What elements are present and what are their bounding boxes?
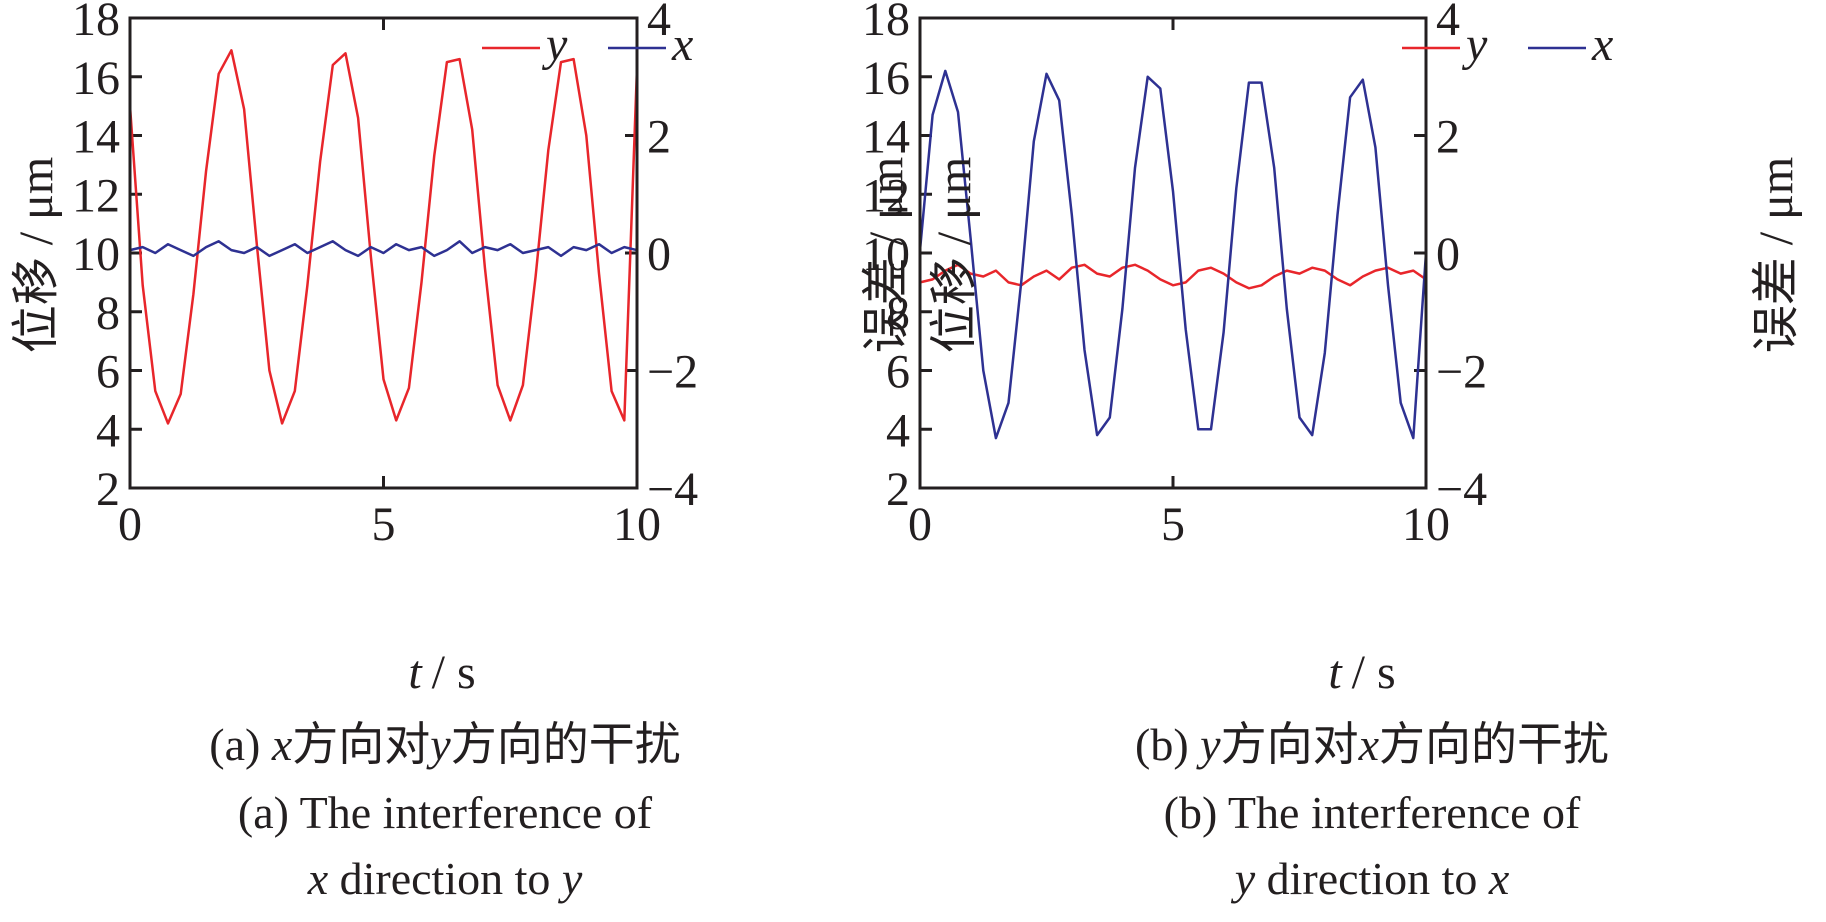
series-x-line — [129, 240, 638, 258]
panel-b-caption-en-var2: x — [1488, 853, 1510, 904]
panel-a-caption-cn-post: 方向的干扰 — [451, 719, 681, 770]
y-tick-label: 4 — [96, 404, 120, 457]
y2-tick-label: 0 — [647, 228, 671, 281]
y-tick-label: 10 — [72, 228, 120, 281]
y-tick-label: 6 — [96, 346, 120, 399]
panel-b-caption-cn-pre: (b) — [1135, 719, 1200, 770]
y2-tick-label: 2 — [1436, 111, 1460, 164]
panel-a-caption-cn-var1: x — [271, 719, 293, 770]
x-tick-label: 0 — [118, 498, 142, 551]
panel-b-caption-en-line2: y direction to x — [1231, 853, 1510, 904]
panel-a-legend-label-x: x — [671, 18, 693, 71]
panel-b-caption-en-mid: direction to — [1255, 853, 1489, 904]
y-tick-label: 14 — [862, 111, 910, 164]
x-tick-label: 5 — [1161, 498, 1185, 551]
panel-a-xlabel: t / s — [408, 646, 475, 699]
panel-a-caption-en-var1: x — [307, 853, 329, 904]
panel-b-legend-label-y: y — [1461, 18, 1488, 71]
y-tick-label: 18 — [862, 0, 910, 46]
panel-a-ylabel2: 误差 / μm — [860, 157, 913, 353]
panel-b-caption-cn: (b) y方向对x方向的干扰 — [1135, 719, 1609, 770]
panel-a-caption-cn-mid: 方向对 — [292, 719, 430, 770]
panel-b-caption-en-var1: y — [1231, 853, 1256, 904]
series-x-line — [918, 69, 1428, 440]
panel-b-caption-cn-mid: 方向对 — [1221, 719, 1359, 770]
y-tick-label: 16 — [862, 52, 910, 105]
x-tick-label: 10 — [1402, 498, 1450, 551]
panel-a-plot-frame — [128, 16, 639, 490]
panel-b-caption-cn-var2: x — [1358, 719, 1380, 770]
panel-a-caption-en-line2: x direction to y — [307, 853, 583, 904]
panel-a-legend-label-y: y — [541, 18, 568, 71]
y2-tick-label: −4 — [647, 463, 698, 516]
y2-tick-label: 4 — [1436, 0, 1460, 46]
y-tick-label: 12 — [862, 169, 910, 222]
y-tick-label: 8 — [886, 287, 910, 340]
y2-tick-label: 0 — [1436, 228, 1460, 281]
panel-a-legend: y x — [482, 18, 693, 71]
panel-a-caption-en-var2: y — [558, 853, 583, 904]
y-tick-label: 6 — [886, 346, 910, 399]
panel-a-caption-cn-pre: (a) — [209, 719, 272, 770]
panel-b-xlabel-unit: / s — [1352, 646, 1396, 699]
series-y-line — [128, 49, 639, 425]
panel-a-ylabel: 位移 / μm — [10, 157, 63, 353]
x-tick-label: 10 — [613, 498, 661, 551]
panel-a-caption-en-line1: (a) The interference of — [238, 787, 653, 838]
panel-a-caption-en-mid: direction to — [328, 853, 562, 904]
panel-b-caption-cn-var1: y — [1196, 719, 1221, 770]
y-tick-label: 2 — [96, 463, 120, 516]
y-tick-label: 12 — [72, 169, 120, 222]
panel-b-xlabel: t / s — [1328, 646, 1395, 699]
x-tick-label: 5 — [372, 498, 396, 551]
y-tick-label: 2 — [886, 463, 910, 516]
panel-a-caption-cn: (a) x方向对y方向的干扰 — [209, 719, 680, 770]
panel-b-caption-cn-post: 方向的干扰 — [1379, 719, 1609, 770]
panel-a-xlabel-unit: / s — [432, 646, 476, 699]
panel-a-series — [128, 49, 639, 425]
panel-b-legend: y x — [1402, 18, 1613, 71]
y2-tick-label: 4 — [647, 0, 671, 46]
panel-b-legend-label-x: x — [1591, 18, 1613, 71]
panel-b-ylabel2: 误差 / μm — [1750, 157, 1803, 353]
y2-tick-label: −2 — [647, 346, 698, 399]
y2-tick-label: 2 — [647, 111, 671, 164]
panel-a-caption-cn-var2: y — [426, 719, 451, 770]
panel-b-xlabel-var: t — [1328, 646, 1343, 699]
y2-tick-label: −4 — [1436, 463, 1487, 516]
y-tick-label: 14 — [72, 111, 120, 164]
y2-tick-label: −2 — [1436, 346, 1487, 399]
panel-a-xlabel-var: t — [408, 646, 423, 699]
y-tick-label: 10 — [862, 228, 910, 281]
y-tick-label: 4 — [886, 404, 910, 457]
y-tick-label: 18 — [72, 0, 120, 46]
series-y-line — [919, 263, 1427, 290]
y-tick-label: 8 — [96, 287, 120, 340]
y-tick-label: 16 — [72, 52, 120, 105]
x-tick-label: 0 — [908, 498, 932, 551]
panel-b-plot-frame — [918, 16, 1428, 490]
panel-b-ylabel: 位移 / μm — [928, 157, 981, 353]
panel-b-ticks — [918, 16, 1428, 490]
panel-b-caption-en-line1: (b) The interference of — [1164, 787, 1581, 838]
panel-b-series — [918, 69, 1428, 440]
